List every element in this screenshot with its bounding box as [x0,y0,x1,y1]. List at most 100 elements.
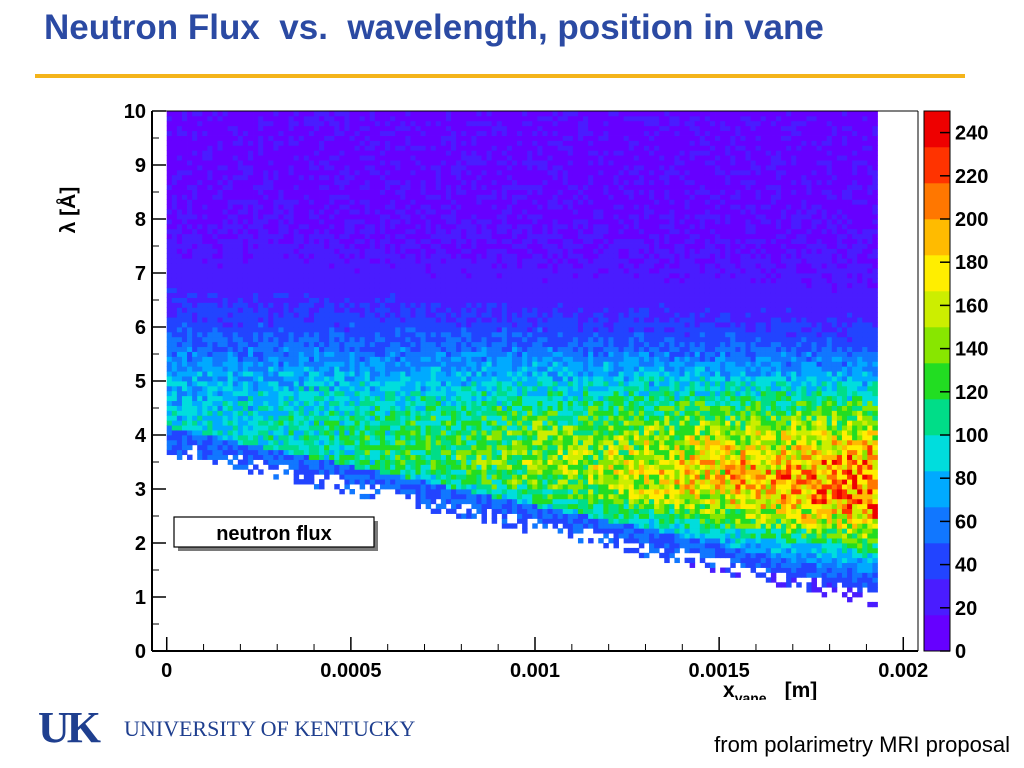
heatmap-cell [354,179,361,186]
heatmap-cell [334,381,340,387]
heatmap-cell [491,420,498,426]
heatmap-cell [329,322,335,328]
heatmap-cell [364,454,371,460]
heatmap-cell [278,302,284,308]
heatmap-cell [293,405,300,411]
heatmap-cell [227,302,234,308]
heatmap-cell [385,390,391,397]
heatmap-cell [283,115,289,122]
heatmap-cell [369,449,376,456]
heatmap-cell [324,430,330,436]
heatmap-cell [329,214,335,220]
heatmap-cell [202,395,208,402]
heatmap-cell [374,390,381,397]
heatmap-cell [283,400,289,406]
heatmap-cell [293,160,300,166]
heatmap-cell [364,361,371,367]
heatmap-cell [308,297,315,303]
heatmap-cell [471,385,477,392]
heatmap-cell [430,302,437,308]
heatmap-cell [324,439,330,446]
heatmap-cell [242,395,249,402]
heatmap-cell [430,282,437,289]
heatmap-cell [405,111,411,117]
heatmap-cell [232,199,239,205]
heatmap-cell [435,327,442,333]
heatmap-cell [171,184,178,190]
heatmap-cell [415,214,421,220]
heatmap-cell [202,430,208,436]
heatmap-cell [313,140,320,146]
heatmap-cell [222,439,229,446]
heatmap-cell [395,273,401,279]
heatmap-cell [425,179,432,186]
heatmap-cell [303,125,310,132]
heatmap-cell [313,233,320,240]
heatmap-cell [385,405,391,411]
heatmap-cell [400,199,406,205]
heatmap-cell [344,292,350,298]
heatmap-cell [491,395,498,402]
heatmap-cell [212,385,218,392]
heatmap-cell [486,327,493,333]
heatmap-cell [207,366,213,372]
heatmap-cell [481,228,487,235]
heatmap-cell [405,189,411,195]
heatmap-cell [202,346,208,352]
heatmap-cell [491,165,498,171]
heatmap-cell [405,336,411,343]
heatmap-cell [237,140,244,146]
heatmap-cell [166,385,173,392]
heatmap-cell [405,287,411,294]
heatmap-cell [466,464,472,470]
heatmap-cell [349,371,355,377]
heatmap-cell [425,140,432,146]
heatmap-cell [374,174,381,181]
heatmap-cell [217,361,223,367]
heatmap-cell [263,351,269,357]
heatmap-cell [425,366,432,372]
heatmap-cell [395,484,401,490]
heatmap-cell [359,371,366,377]
heatmap-cell [461,277,467,284]
heatmap-cell [354,302,361,308]
heatmap-cell [288,336,295,343]
heatmap-cell [456,430,462,436]
heatmap-cell [237,302,244,308]
heatmap-cell [217,135,223,141]
heatmap-cell [435,130,442,136]
heatmap-cell [440,219,447,225]
heatmap-cell [456,322,462,328]
heatmap-cell [451,292,457,298]
heatmap-cell [242,454,249,460]
heatmap-cell [212,135,218,141]
heatmap-cell [471,302,477,308]
heatmap-cell [344,425,350,431]
heatmap-cell [212,336,218,343]
heatmap-cell [430,439,437,446]
heatmap-cell [187,351,193,357]
heatmap-cell [181,410,188,416]
heatmap-cell [319,312,325,318]
heatmap-cell [313,410,320,416]
heatmap-cell [308,439,315,446]
heatmap-cell [369,140,376,146]
heatmap-cell [303,248,310,254]
heatmap-cell [263,169,269,176]
heatmap-cell [253,179,259,186]
heatmap-cell [227,420,234,426]
heatmap-cell [379,179,386,186]
heatmap-cell [237,282,244,289]
heatmap-cell [400,282,406,289]
heatmap-cell [273,130,279,136]
heatmap-cell [481,204,487,210]
heatmap-cell [288,385,295,392]
heatmap-cell [496,277,503,284]
heatmap-cell [166,145,173,151]
heatmap-cell [232,415,239,421]
heatmap-cell [440,184,447,190]
heatmap-cell [491,425,498,431]
heatmap-cell [339,243,345,249]
heatmap-cell [227,115,234,122]
heatmap-cell [385,435,391,441]
